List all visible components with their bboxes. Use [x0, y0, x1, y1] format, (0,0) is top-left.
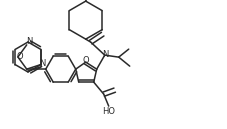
Text: O: O	[82, 56, 89, 65]
Text: N: N	[39, 59, 45, 68]
Text: N: N	[102, 50, 109, 59]
Text: HO: HO	[102, 107, 115, 116]
Text: O: O	[16, 52, 23, 61]
Text: N: N	[26, 37, 32, 46]
